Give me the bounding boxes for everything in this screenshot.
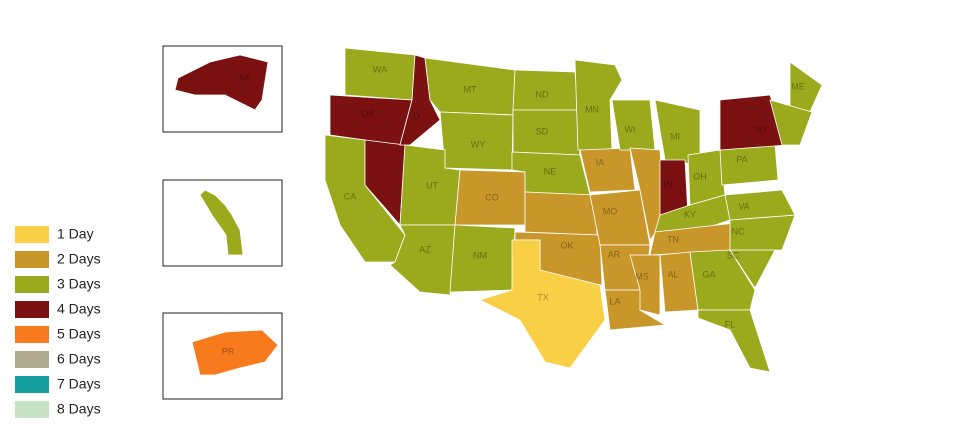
state-label: AL [667, 269, 678, 279]
state-label: SC [727, 250, 740, 260]
state-shape [574, 59, 623, 151]
state-shape [199, 189, 244, 256]
state-label: WI [625, 124, 636, 134]
state-label: TN [667, 234, 679, 244]
state-label: MN [585, 104, 599, 114]
state-label: NY [756, 124, 769, 134]
legend-label: 7 Days [57, 376, 101, 392]
state-label: GA [702, 269, 715, 279]
state-label: PR [222, 346, 235, 356]
legend-label: 8 Days [57, 401, 101, 417]
state-label: MO [603, 206, 618, 216]
state-shape [689, 249, 756, 311]
state-label: ND [536, 89, 549, 99]
legend-label: 1 Day [57, 226, 94, 242]
state-shape [719, 144, 779, 186]
state-shape [769, 99, 813, 146]
state-label: FL [725, 319, 736, 329]
state-label: IA [596, 157, 605, 167]
legend-swatch [15, 326, 49, 343]
state-shape [589, 189, 651, 246]
state-shape [478, 239, 606, 369]
state-label: ME [791, 81, 805, 91]
legend-swatch [15, 401, 49, 418]
legend-swatch [15, 251, 49, 268]
state-label: MT [464, 84, 477, 94]
legend-swatch [15, 376, 49, 393]
state-label: KY [684, 209, 696, 219]
state-label: VA [738, 201, 749, 211]
legend-swatch [15, 226, 49, 243]
state-label: CA [344, 191, 357, 201]
state-label: WY [471, 139, 486, 149]
state-label: MI [670, 131, 680, 141]
legend-label: 6 Days [57, 351, 101, 367]
state-label: MS [635, 271, 649, 281]
state-label: ID [411, 111, 421, 121]
legend-label: 5 Days [57, 326, 101, 342]
state-label: TX [537, 292, 549, 302]
legend-swatch [15, 276, 49, 293]
state-label: IN [664, 179, 673, 189]
state-label: CO [485, 192, 499, 202]
state-shape [399, 54, 441, 146]
state-shape [697, 309, 771, 373]
legend-label: 2 Days [57, 251, 101, 267]
state-label: WA [373, 64, 387, 74]
state-label: UT [426, 180, 438, 190]
legend-swatch [15, 301, 49, 318]
state-shape [579, 147, 636, 193]
state-label: AK [239, 72, 251, 82]
state-label: AR [608, 249, 621, 259]
state-label: SD [536, 126, 549, 136]
state-shape [191, 329, 279, 376]
legend-label: 4 Days [57, 301, 101, 317]
legend-label: 3 Days [57, 276, 101, 292]
state-label: PA [736, 154, 747, 164]
state-label: OH [693, 171, 707, 181]
state-shape [629, 254, 661, 316]
state-shape [174, 54, 269, 111]
state-label: NC [732, 226, 745, 236]
legend-swatch [15, 351, 49, 368]
state-label: AZ [419, 244, 431, 254]
state-label: OK [560, 240, 573, 250]
state-label: NM [473, 250, 487, 260]
state-label: OR [361, 108, 375, 118]
state-shape [524, 191, 598, 236]
state-shape [604, 289, 667, 331]
state-label: LA [609, 296, 620, 306]
state-shape [724, 189, 796, 221]
state-label: NE [544, 166, 557, 176]
